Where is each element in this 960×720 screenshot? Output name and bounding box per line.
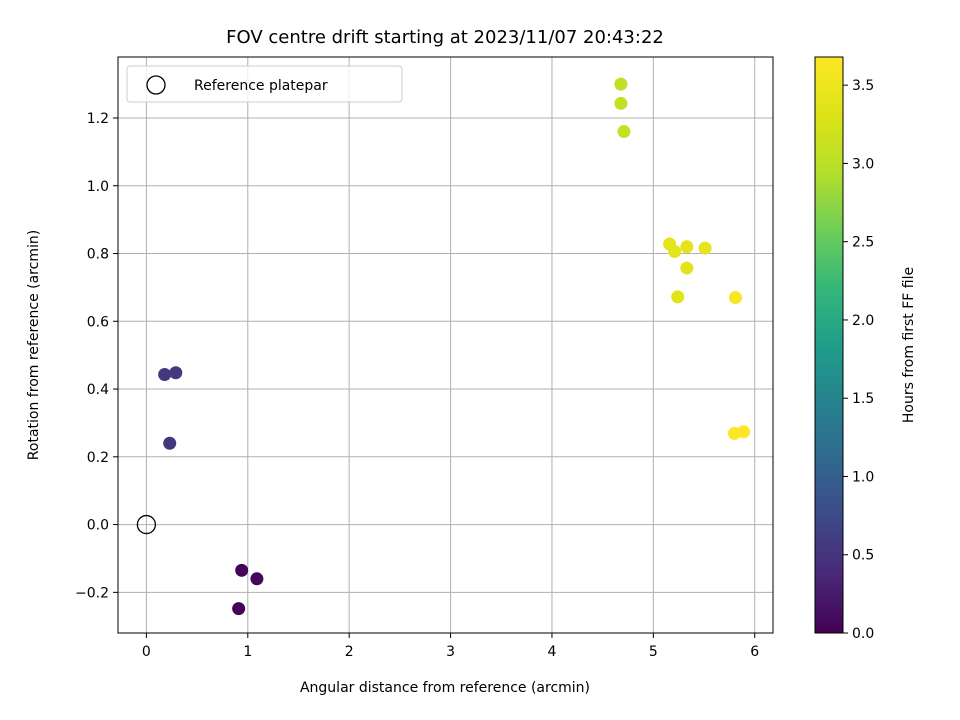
colorbar-tick-label: 3.5: [852, 78, 874, 94]
x-tick-label: 3: [446, 644, 455, 660]
colorbar-label: Hours from first FF file: [901, 267, 917, 423]
y-tick-label: 0.8: [87, 247, 109, 263]
y-tick-label: 1.0: [87, 179, 109, 195]
x-tick-label: 2: [345, 644, 354, 660]
colorbar-tick-label: 0.0: [852, 626, 874, 642]
chart-title: FOV centre drift starting at 2023/11/07 …: [226, 27, 664, 48]
data-point: [698, 241, 712, 255]
x-tick-label: 5: [649, 644, 658, 660]
data-point: [668, 244, 682, 258]
data-point: [617, 125, 631, 139]
x-tick-label: 6: [750, 644, 759, 660]
x-tick-label: 1: [243, 644, 252, 660]
colorbar-tick-label: 1.0: [852, 469, 874, 485]
colorbar-tick-label: 0.5: [852, 548, 874, 564]
legend: Reference platepar: [126, 65, 403, 103]
data-point: [737, 425, 751, 439]
y-tick-label: 0.0: [87, 518, 109, 534]
x-axis: 0 1 2 3 4 5 6: [142, 633, 759, 660]
data-point: [728, 291, 742, 305]
y-tick-label: 0.4: [87, 382, 109, 398]
y-axis-label: Rotation from reference (arcmin): [26, 230, 42, 460]
colorbar: [814, 56, 844, 634]
colorbar-tick-label: 2.5: [852, 235, 874, 251]
data-point: [671, 290, 685, 304]
data-point: [614, 96, 628, 110]
legend-box: [126, 65, 403, 103]
data-point: [163, 436, 177, 450]
data-point: [680, 240, 694, 254]
y-axis: −0.2 0.0 0.2 0.4 0.6 0.8 1.0 1.2: [75, 111, 118, 601]
colorbar-tick-label: 3.0: [852, 156, 874, 172]
data-point: [232, 602, 246, 616]
reference-platepar-marker: [136, 514, 157, 535]
colorbar-tick-label: 1.5: [852, 391, 874, 407]
legend-marker-icon: [146, 75, 166, 95]
plot-frame: [117, 56, 774, 634]
data-point: [169, 366, 183, 380]
data-points: [158, 77, 751, 616]
data-point: [235, 563, 249, 577]
x-axis-label: Angular distance from reference (arcmin): [300, 680, 590, 696]
x-tick-label: 0: [142, 644, 151, 660]
data-point: [680, 261, 694, 275]
legend-label: Reference platepar: [194, 78, 328, 94]
data-point: [614, 77, 628, 91]
colorbar-axis: 0.0 0.5 1.0 1.5 2.0 2.5 3.0 3.5: [843, 78, 874, 642]
colorbar-tick-label: 2.0: [852, 313, 874, 329]
y-tick-label: 0.2: [87, 450, 109, 466]
grid: [118, 57, 773, 633]
y-tick-label: −0.2: [75, 585, 109, 601]
y-tick-label: 1.2: [87, 111, 109, 127]
data-point: [158, 367, 172, 381]
x-tick-label: 4: [548, 644, 557, 660]
data-point: [250, 572, 264, 586]
y-tick-label: 0.6: [87, 314, 109, 330]
